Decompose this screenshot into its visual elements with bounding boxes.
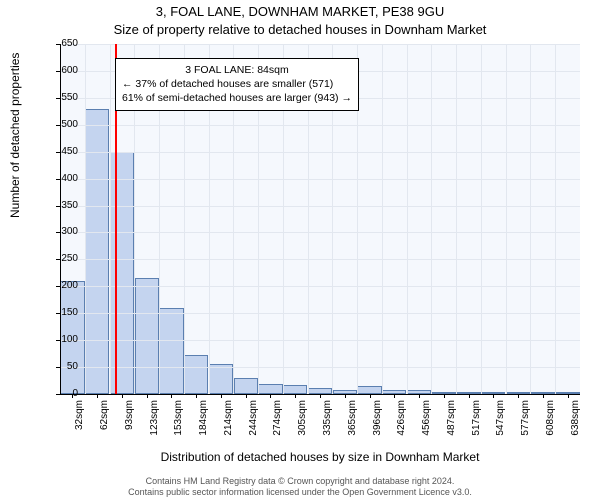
chart-container: { "title_main": "3, FOAL LANE, DOWNHAM M… [0, 0, 600, 500]
gridline-h [60, 286, 580, 287]
x-tick-label: 305sqm [298, 400, 308, 450]
x-axis-label: Distribution of detached houses by size … [60, 450, 580, 464]
gridline-v [456, 44, 457, 394]
x-tick-label: 426sqm [397, 400, 407, 450]
y-axis-line [60, 44, 61, 394]
footer-line1: Contains HM Land Registry data © Crown c… [0, 476, 600, 487]
histogram-bar [159, 308, 183, 394]
gridline-v [530, 44, 531, 394]
x-tick-label: 153sqm [174, 400, 184, 450]
histogram-bar [283, 385, 307, 394]
gridline-v [85, 44, 86, 394]
y-tick-label: 650 [48, 39, 78, 49]
x-tick-label: 244sqm [249, 400, 259, 450]
x-tick-label: 93sqm [125, 400, 135, 450]
footer-line2: Contains public sector information licen… [0, 487, 600, 498]
histogram-bar [184, 355, 208, 394]
y-tick-label: 100 [48, 335, 78, 345]
gridline-v [110, 44, 111, 394]
y-tick-label: 600 [48, 66, 78, 76]
x-tick-label: 62sqm [100, 400, 110, 450]
x-tick-label: 274sqm [273, 400, 283, 450]
histogram-bar [357, 386, 381, 394]
y-tick-label: 350 [48, 201, 78, 211]
x-tick-label: 365sqm [348, 400, 358, 450]
y-tick-label: 200 [48, 281, 78, 291]
x-tick-label: 577sqm [521, 400, 531, 450]
gridline-h [60, 44, 580, 45]
x-tick-label: 517sqm [472, 400, 482, 450]
footer: Contains HM Land Registry data © Crown c… [0, 476, 600, 499]
chart-title-sub: Size of property relative to detached ho… [0, 22, 600, 37]
gridline-h [60, 367, 580, 368]
histogram-bar [234, 378, 258, 394]
x-tick-label: 214sqm [224, 400, 234, 450]
y-axis-label: Number of detached properties [8, 53, 22, 218]
gridline-v [555, 44, 556, 394]
chart-title-main: 3, FOAL LANE, DOWNHAM MARKET, PE38 9GU [0, 4, 600, 19]
gridline-h [60, 340, 580, 341]
x-tick-label: 396sqm [373, 400, 383, 450]
y-tick-label: 150 [48, 308, 78, 318]
gridline-h [60, 259, 580, 260]
gridline-v [431, 44, 432, 394]
gridline-v [481, 44, 482, 394]
gridline-h [60, 152, 580, 153]
y-tick-label: 550 [48, 93, 78, 103]
x-tick-label: 335sqm [323, 400, 333, 450]
gridline-h [60, 232, 580, 233]
y-tick-label: 50 [48, 362, 78, 372]
gridline-v [382, 44, 383, 394]
gridline-h [60, 313, 580, 314]
x-tick-label: 547sqm [496, 400, 506, 450]
x-tick-label: 487sqm [447, 400, 457, 450]
histogram-bar [110, 152, 134, 394]
gridline-v [407, 44, 408, 394]
annotation-line1: 3 FOAL LANE: 84sqm [122, 63, 352, 77]
gridline-h [60, 179, 580, 180]
x-tick-label: 32sqm [75, 400, 85, 450]
y-tick-label: 400 [48, 174, 78, 184]
y-tick-label: 450 [48, 147, 78, 157]
histogram-bar [135, 278, 159, 394]
x-tick-label: 638sqm [571, 400, 581, 450]
gridline-h [60, 125, 580, 126]
x-tick-label: 608sqm [546, 400, 556, 450]
gridline-v [506, 44, 507, 394]
annotation-line3: 61% of semi-detached houses are larger (… [122, 91, 352, 105]
x-axis-line [60, 394, 580, 395]
y-tick-label: 250 [48, 254, 78, 264]
annotation-box: 3 FOAL LANE: 84sqm ← 37% of detached hou… [115, 58, 359, 111]
x-tick-label: 123sqm [150, 400, 160, 450]
annotation-line2: ← 37% of detached houses are smaller (57… [122, 77, 352, 91]
histogram-bar [258, 384, 282, 394]
gridline-h [60, 206, 580, 207]
x-tick-label: 184sqm [199, 400, 209, 450]
y-tick-label: 500 [48, 120, 78, 130]
histogram-bar [209, 364, 233, 394]
y-tick-label: 300 [48, 227, 78, 237]
x-tick-label: 456sqm [422, 400, 432, 450]
